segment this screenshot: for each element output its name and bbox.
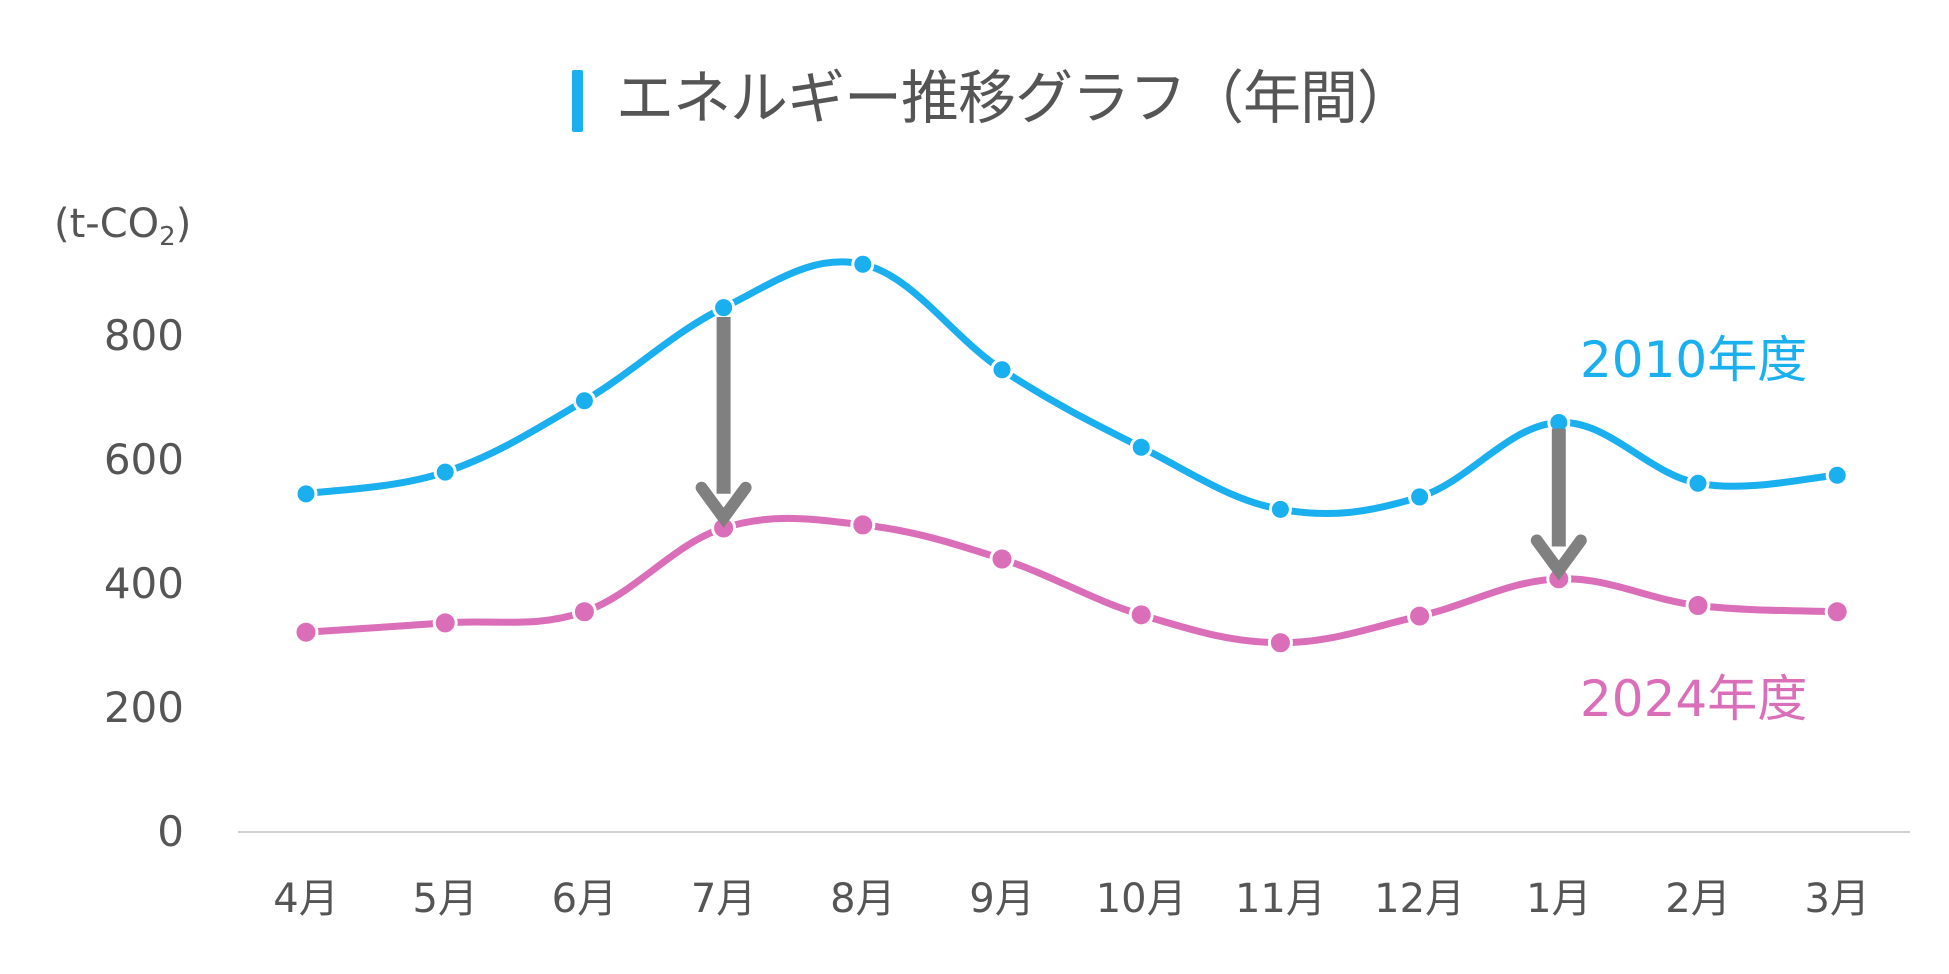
title-accent-bar [572,70,583,132]
x-tick-label: 5月 [412,876,478,922]
data-point [433,460,457,484]
y-unit-main: (t-CO [54,201,160,247]
x-tick-label: 4月 [273,876,339,922]
data-point [1129,435,1153,459]
x-tick-label: 10月 [1095,876,1187,922]
x-tick-label: 6月 [551,876,618,922]
data-point [1407,603,1433,629]
data-point [432,610,458,636]
series-label-1: 2024年度 [1580,670,1808,728]
data-point [294,482,318,506]
y-tick-label: 800 [103,310,184,360]
y-tick-label: 600 [103,434,184,484]
series-line-1 [302,514,1841,647]
y-unit-close: ) [175,201,192,247]
chart-title: エネルギー推移グラフ（年間） [616,64,1415,132]
data-point [1824,599,1850,625]
arrow-head [695,481,752,528]
x-tick-label: 12月 [1374,876,1466,922]
data-point [1267,630,1293,656]
data-point [1128,602,1154,628]
x-tick-label: 3月 [1804,876,1870,922]
x-tick-label: 1月 [1526,876,1592,922]
x-tick-label: 2月 [1665,876,1731,922]
series-line-0 [302,258,1841,518]
data-point [293,619,319,645]
data-point [989,546,1015,572]
data-point [850,512,876,538]
data-point [1268,497,1292,521]
arrow-head [1530,534,1587,581]
y-unit-subscript: 2 [159,222,176,252]
y-tick-label: 0 [157,807,184,856]
data-point [572,389,596,413]
series-label-0: 2010年度 [1580,331,1808,389]
data-point [1825,463,1849,487]
data-point [1408,485,1432,509]
y-tick-label: 200 [103,682,184,732]
data-point [571,599,597,625]
data-point [990,358,1014,382]
data-point [1685,593,1711,619]
data-point [712,296,736,320]
x-tick-label: 11月 [1234,876,1326,922]
x-tick-label: 7月 [690,876,757,922]
y-tick-label: 400 [103,558,184,608]
data-point [1686,471,1710,495]
y-axis-unit-label: (t-CO2) [54,196,191,265]
data-point [851,252,875,276]
x-tick-label: 9月 [969,876,1035,922]
x-tick-label: 8月 [830,876,896,922]
